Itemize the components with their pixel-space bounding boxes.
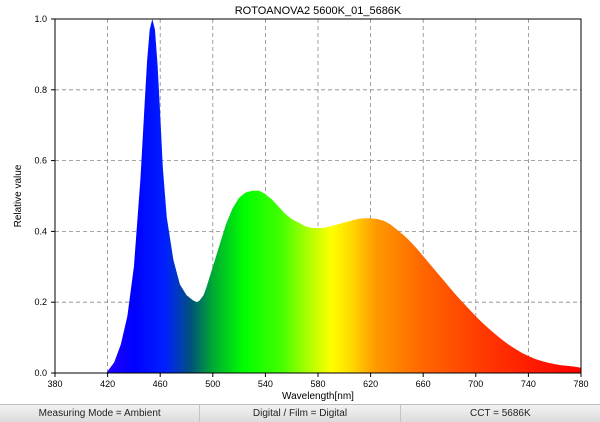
cct-status[interactable]: CCT = 5686K (399, 405, 600, 422)
x-tick-label: 660 (416, 379, 431, 389)
x-tick-label: 540 (258, 379, 273, 389)
x-tick-label: 500 (205, 379, 220, 389)
measuring-mode-status[interactable]: Measuring Mode = Ambient (0, 405, 200, 422)
y-tick-label: 0.8 (34, 85, 47, 95)
y-tick-label: 0.6 (34, 156, 47, 166)
chart-title: ROTOANOVA2 5600K_01_5686K (235, 5, 402, 17)
x-axis-label: Wavelength[nm] (282, 391, 354, 402)
status-bar: Measuring Mode = Ambient Digital / Film … (0, 404, 600, 422)
digital-film-status[interactable]: Digital / Film = Digital (199, 405, 400, 422)
spectrum-area (106, 19, 581, 373)
x-tick-label: 780 (573, 379, 588, 389)
x-axis-ticks: 380 420 460 500 540 580 620 660 700 740 780 (47, 373, 589, 389)
x-tick-label: 380 (47, 379, 62, 389)
x-tick-label: 460 (153, 379, 168, 389)
y-tick-label: 0.2 (34, 297, 47, 307)
x-tick-label: 420 (100, 379, 115, 389)
y-tick-label: 0.4 (34, 226, 47, 236)
y-axis-label: Relative value (13, 164, 24, 227)
y-tick-label: 1.0 (34, 14, 47, 24)
y-axis-ticks: 0.0 0.2 0.4 0.6 0.8 1.0 (34, 14, 55, 378)
x-tick-label: 620 (363, 379, 378, 389)
spectrum-chart: ROTOANOVA2 5600K_01_5686K 380 420 460 500 54… (13, 5, 589, 402)
x-tick-label: 700 (468, 379, 483, 389)
x-tick-label: 740 (521, 379, 536, 389)
x-tick-label: 580 (310, 379, 325, 389)
y-tick-label: 0.0 (34, 368, 47, 378)
